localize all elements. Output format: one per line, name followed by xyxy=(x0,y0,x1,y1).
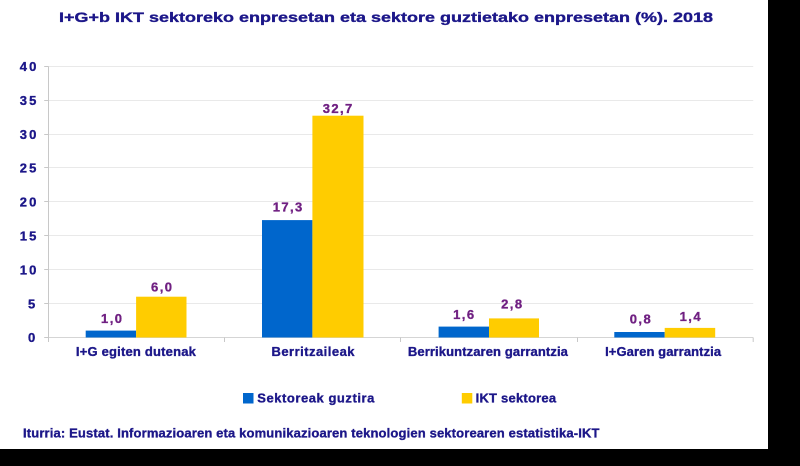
svg-text:2,8: 2,8 xyxy=(501,297,522,312)
svg-text:6,0: 6,0 xyxy=(151,280,172,295)
svg-text:17,3: 17,3 xyxy=(273,199,303,214)
svg-text:I+Garen garrantzia: I+Garen garrantzia xyxy=(605,344,722,359)
svg-text:5: 5 xyxy=(28,296,35,311)
svg-text:1,6: 1,6 xyxy=(453,307,474,322)
svg-text:32,7: 32,7 xyxy=(323,101,353,116)
svg-text:Iturria: Eustat. Informazioare: Iturria: Eustat. Informazioaren eta komu… xyxy=(23,426,600,441)
svg-text:1,4: 1,4 xyxy=(680,309,702,324)
svg-text:Berritzaileak: Berritzaileak xyxy=(272,344,356,359)
svg-text:IKT sektorea: IKT sektorea xyxy=(476,390,557,405)
svg-text:Sektoreak guztira: Sektoreak guztira xyxy=(257,390,375,405)
svg-text:I+G+b IKT sektoreko enpresetan: I+G+b IKT sektoreko enpresetan eta sekto… xyxy=(59,9,713,25)
svg-text:1,0: 1,0 xyxy=(101,311,122,326)
svg-text:Berrikuntzaren garrantzia: Berrikuntzaren garrantzia xyxy=(408,344,569,359)
svg-text:I+G egiten dutenak: I+G egiten dutenak xyxy=(76,344,197,359)
svg-text:0: 0 xyxy=(28,330,35,345)
svg-text:0,8: 0,8 xyxy=(630,311,651,326)
